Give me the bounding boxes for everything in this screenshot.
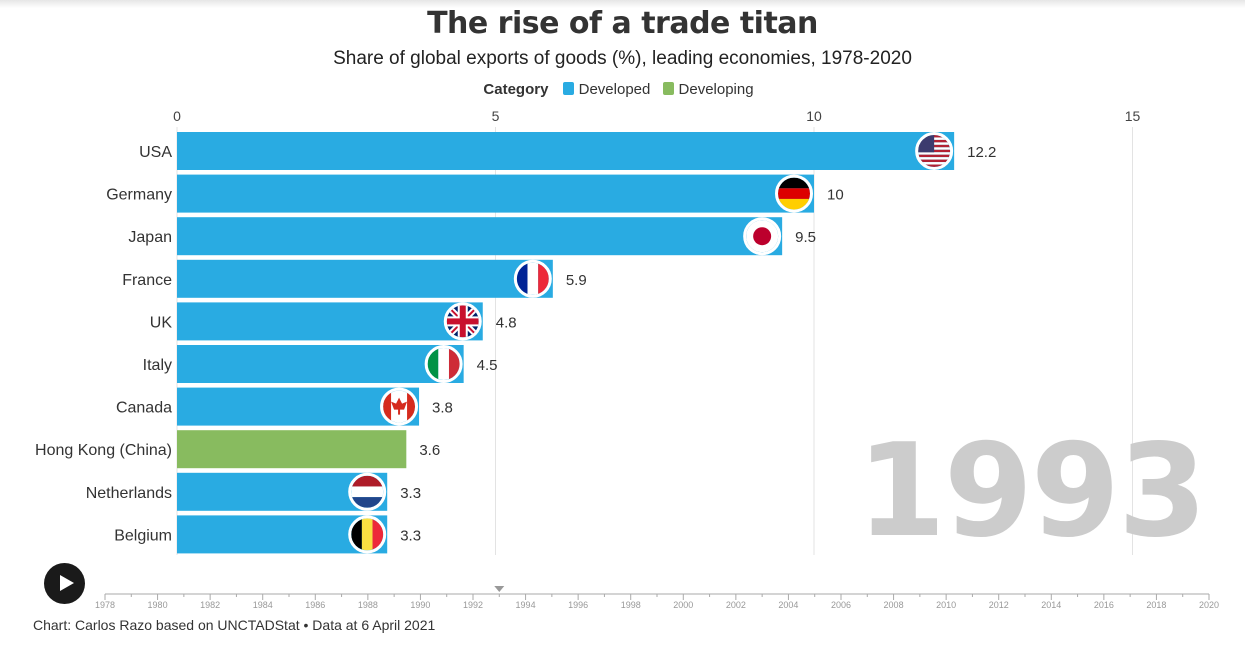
timeline-year-label: 2014	[1041, 600, 1061, 610]
category-label: Netherlands	[86, 485, 172, 502]
timeline-year-label: 2018	[1146, 600, 1166, 610]
bar-group-2: Japan 9.5	[128, 217, 816, 256]
year-timeline[interactable]: 1978 1980 1982 1984 1986 1988 1990 1992 1994 1996…	[0, 580, 1245, 614]
bar-group-3: France 5.9	[122, 259, 587, 298]
value-label: 4.8	[496, 314, 517, 331]
timeline-year-label: 2004	[778, 600, 798, 610]
uk-flag-icon	[446, 305, 479, 338]
bar-france[interactable]	[177, 259, 553, 298]
timeline-year-label: 1982	[200, 600, 220, 610]
italy-flag-icon	[427, 348, 460, 380]
value-label: 3.8	[432, 400, 453, 417]
category-label: Hong Kong (China)	[35, 442, 172, 459]
legend-item-developing[interactable]: Developing	[662, 81, 754, 98]
bar-group-7: Hong Kong (China) 3.6	[35, 430, 440, 469]
year-watermark: 1993	[857, 417, 1205, 566]
timeline-year-label: 2012	[989, 600, 1009, 610]
timeline-year-label: 1996	[568, 600, 588, 610]
bar-group-0: USA 12.2	[139, 132, 996, 170]
category-label: France	[122, 272, 172, 289]
bar-hong-kong-china-[interactable]	[177, 430, 407, 469]
timeline-year-label: 1978	[95, 600, 115, 610]
value-label: 12.2	[967, 144, 996, 161]
value-label: 3.3	[400, 485, 421, 502]
bar-usa[interactable]	[177, 132, 955, 170]
category-label: USA	[139, 144, 172, 161]
timeline-year-label: 1988	[358, 600, 378, 610]
x-tick-label-15: 15	[1125, 108, 1141, 124]
bar-chart: 0 5 10 15 1993 USA 12.2 Germany 10 Japan 9.5 France…	[35, 108, 1207, 566]
bar-japan[interactable]	[177, 217, 783, 256]
bar-group-5: Italy 4.5	[143, 345, 498, 383]
timeline-year-label: 1990	[410, 600, 430, 610]
play-icon	[60, 575, 74, 591]
value-label: 4.5	[477, 357, 498, 374]
value-label: 9.5	[795, 229, 816, 246]
category-label: Italy	[143, 357, 172, 374]
belgium-flag-icon	[351, 518, 384, 551]
bar-group-8: Netherlands 3.3	[86, 472, 421, 511]
timeline-year-label: 2002	[726, 600, 746, 610]
chart-subtitle: Share of global exports of goods (%), le…	[333, 48, 912, 69]
legend-title: Category	[483, 81, 549, 98]
bar-canada[interactable]	[177, 387, 420, 426]
bar-uk[interactable]	[177, 302, 483, 341]
x-tick-label-0: 0	[173, 108, 181, 124]
timeline-year-label: 1984	[253, 600, 273, 610]
legend-swatch-developed	[562, 82, 574, 95]
japan-flag-icon	[746, 220, 779, 253]
category-label: Germany	[106, 187, 172, 204]
chart-title: The rise of a trade titan	[427, 6, 818, 41]
timeline-year-label: 1992	[463, 600, 483, 610]
canada-flag-icon	[383, 390, 416, 423]
value-label: 3.6	[419, 442, 440, 459]
legend-item-developed[interactable]: Developed	[562, 81, 651, 98]
bar-group-9: Belgium 3.3	[114, 515, 421, 554]
timeline-year-label: 2016	[1094, 600, 1114, 610]
bar-italy[interactable]	[177, 345, 464, 383]
timeline-year-label: 2000	[673, 600, 693, 610]
timeline-year-label: 2020	[1199, 600, 1219, 610]
source-note: Chart: Carlos Razo based on UNCTADStat •…	[33, 617, 436, 633]
bar-group-4: UK 4.8	[150, 302, 517, 341]
x-tick-label-10: 10	[806, 108, 822, 124]
timeline-year-label: 1994	[516, 600, 536, 610]
legend: Category Developed Developing	[0, 81, 1245, 98]
x-tick-label-5: 5	[492, 108, 500, 124]
bar-germany[interactable]	[177, 174, 814, 213]
top-shadow	[0, 0, 1245, 8]
category-label: UK	[150, 314, 173, 331]
play-button[interactable]	[44, 563, 85, 604]
timeline-year-label: 2006	[831, 600, 851, 610]
timeline-year-label: 1980	[148, 600, 168, 610]
germany-flag-icon	[778, 177, 810, 210]
bar-group-6: Canada 3.8	[116, 387, 453, 426]
legend-label-developing: Developing	[678, 81, 754, 98]
timeline-year-label: 1986	[305, 600, 325, 610]
timeline-year-label: 2008	[884, 600, 904, 610]
us-flag-icon	[918, 135, 951, 167]
value-label: 3.3	[400, 527, 421, 544]
category-label: Canada	[116, 400, 172, 417]
category-label: Belgium	[114, 527, 172, 544]
timeline-handle[interactable]	[494, 586, 505, 592]
france-flag-icon	[516, 262, 549, 295]
category-label: Japan	[128, 229, 172, 246]
timeline-year-label: 1998	[621, 600, 641, 610]
netherlands-flag-icon	[351, 475, 384, 508]
legend-label-developed: Developed	[578, 81, 651, 98]
value-label: 5.9	[566, 272, 587, 289]
timeline-year-label: 2010	[936, 600, 956, 610]
bar-group-1: Germany 10	[106, 174, 844, 213]
legend-swatch-developing	[662, 82, 674, 95]
value-label: 10	[827, 187, 844, 204]
